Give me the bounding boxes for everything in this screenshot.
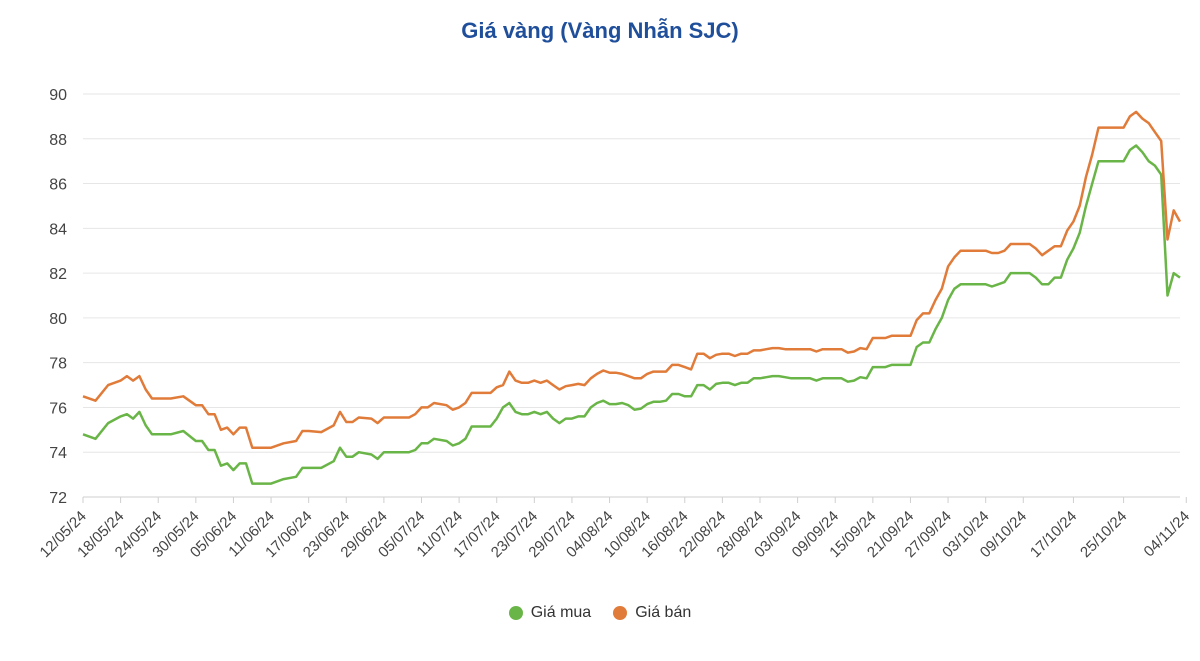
chart-title: Giá vàng (Vàng Nhẫn SJC): [461, 18, 739, 43]
legend-marker-sell: [613, 606, 628, 620]
y-tick-label: 82: [49, 266, 67, 283]
x-tick-label: 25/10/24: [1077, 508, 1130, 561]
y-axis-ticks: 72 74 76 78 80 82 84 86 88 90: [49, 87, 67, 507]
legend-marker-buy: [508, 606, 523, 620]
legend-label-buy: Giá mua: [530, 604, 592, 621]
legend: Giá mua Giá bán: [0, 604, 1200, 622]
x-tick-label: 17/10/24: [1027, 508, 1080, 561]
legend-item-sell[interactable]: Giá bán: [613, 604, 691, 622]
x-tick-label: 04/11/24: [1141, 508, 1194, 561]
y-tick-label: 74: [49, 445, 67, 462]
legend-label-sell: Giá bán: [635, 604, 692, 621]
y-tick-label: 76: [49, 400, 67, 417]
series-line-sell[interactable]: [82, 110, 1182, 449]
series-lines: [82, 110, 1182, 485]
y-tick-label: 72: [49, 490, 67, 507]
y-tick-label: 80: [49, 311, 67, 328]
y-tick-label: 90: [49, 87, 67, 104]
y-tick-label: 78: [49, 356, 67, 373]
legend-item-buy[interactable]: Giá mua: [508, 604, 592, 622]
y-tick-label: 84: [49, 221, 67, 238]
series-line-buy[interactable]: [82, 144, 1181, 485]
x-axis-ticks: 12/05/2418/05/2424/05/2430/05/2405/06/24…: [37, 497, 1194, 561]
y-tick-label: 88: [49, 132, 67, 149]
y-tick-label: 86: [49, 177, 67, 194]
